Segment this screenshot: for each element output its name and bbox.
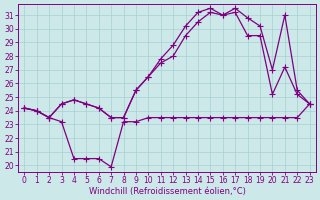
X-axis label: Windchill (Refroidissement éolien,°C): Windchill (Refroidissement éolien,°C) [89, 187, 245, 196]
